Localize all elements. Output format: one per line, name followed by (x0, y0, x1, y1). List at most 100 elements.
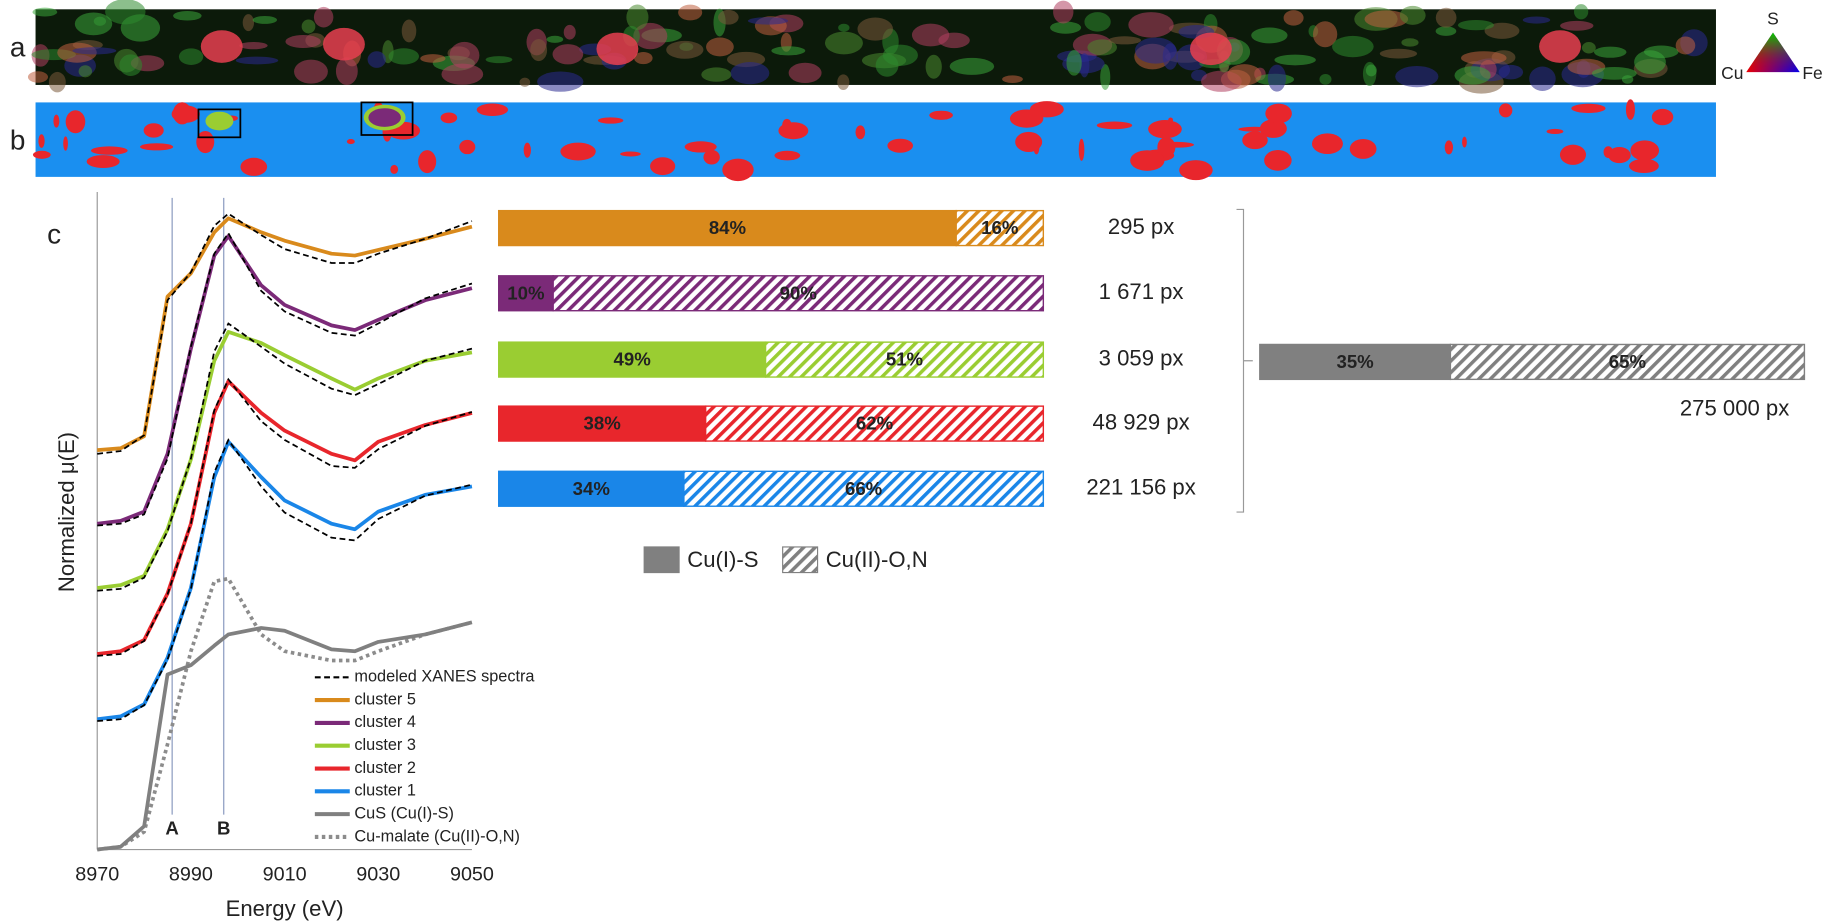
x-tick-label: 8970 (75, 863, 119, 885)
map-blob (178, 48, 204, 65)
map-blob (1675, 36, 1696, 55)
map-blob (1630, 140, 1660, 161)
map-blob (390, 164, 399, 174)
ternary-label: S (1767, 8, 1779, 28)
map-blob (1435, 26, 1457, 36)
spectrum-line (97, 620, 473, 852)
x-tick-label: 9030 (356, 863, 400, 885)
pixel-count: 3 059 px (1099, 345, 1184, 370)
map-blob (788, 62, 822, 84)
map-blob (633, 22, 668, 50)
map-blob (242, 14, 255, 32)
map-blob (1529, 66, 1556, 91)
x-tick-label: 8990 (169, 863, 213, 885)
map-blob (546, 35, 564, 43)
map-blob (1399, 5, 1426, 25)
data-label: 49% (614, 349, 652, 370)
panel-label: b (10, 124, 26, 155)
map-blob (239, 41, 268, 50)
map-blob (552, 44, 584, 65)
map-blob (240, 157, 268, 176)
map-blob (560, 142, 596, 161)
map-blob (537, 71, 584, 92)
map-blob (119, 54, 143, 76)
map-blob (368, 108, 401, 127)
map-blob (1219, 63, 1229, 73)
pixel-count: 275 000 px (1680, 395, 1789, 420)
map-blob (1100, 64, 1111, 91)
map-blob (1267, 64, 1287, 92)
data-label: 38% (584, 413, 622, 434)
pixel-count: 295 px (1108, 214, 1174, 239)
map-blob (666, 40, 704, 59)
map-blob (1002, 75, 1023, 83)
map-blob (1259, 119, 1287, 138)
pixel-count: 221 156 px (1086, 475, 1195, 500)
data-label: 65% (1609, 351, 1647, 372)
map-blob (771, 46, 806, 56)
legend-label: cluster 3 (354, 736, 416, 754)
map-blob (252, 15, 277, 24)
reference-label: A (165, 818, 178, 839)
map-blob (650, 157, 676, 176)
legend-label: cluster 2 (354, 759, 416, 777)
map-blob (235, 56, 279, 65)
map-blob (1108, 36, 1142, 45)
panel-label: c (47, 219, 61, 250)
map-blob (367, 51, 386, 68)
map-blob (1574, 4, 1589, 20)
model-line (97, 322, 473, 592)
map-blob (1625, 99, 1635, 120)
map-blob (418, 150, 437, 174)
map-blob (626, 4, 649, 30)
map-blob (74, 12, 113, 36)
map-blob (1134, 37, 1177, 64)
map-blob (1050, 21, 1082, 34)
map-blob (1084, 12, 1111, 32)
bar-segment (955, 209, 1045, 247)
map-blob (1651, 108, 1674, 126)
map-blob (949, 57, 995, 75)
map-blob (48, 71, 66, 93)
bar-segment (704, 405, 1045, 442)
map-blob (1498, 64, 1524, 80)
map-blob (1312, 21, 1338, 48)
model-line (97, 377, 473, 657)
data-label: 34% (573, 478, 611, 499)
map-blob (1189, 32, 1232, 66)
map-blob (1128, 12, 1174, 38)
map-blob (1283, 10, 1304, 26)
map-blob (530, 39, 548, 62)
map-blob (1009, 109, 1044, 128)
map-blob (476, 103, 509, 117)
map-blob (706, 37, 734, 57)
map-features (27, 0, 1708, 94)
roi-box (197, 108, 242, 139)
legend-swatch (782, 546, 819, 574)
bar-segment (498, 470, 685, 507)
map-blob (1015, 131, 1043, 152)
map-blob (1629, 158, 1659, 174)
model-line (97, 231, 473, 527)
map-blob (63, 136, 68, 151)
map-blob (420, 54, 446, 63)
map-blob (322, 27, 365, 61)
spectrum-line (97, 216, 473, 452)
pixel-count: 48 929 px (1093, 409, 1190, 434)
map-blob (90, 146, 128, 155)
x-axis-label: Energy (eV) (226, 896, 344, 921)
map-blob (596, 32, 639, 66)
data-label: 51% (886, 349, 924, 370)
map-blob (1435, 7, 1457, 28)
map-blob (1227, 64, 1262, 86)
map-blob (634, 52, 653, 65)
map-blob (140, 143, 174, 151)
map-blob (1462, 136, 1467, 148)
map-blob (1242, 131, 1268, 150)
map-blob (1559, 144, 1587, 165)
map-blob (1332, 35, 1374, 58)
map-blob (1591, 66, 1637, 80)
legend-label: modeled XANES spectra (354, 668, 535, 686)
map-blob (523, 142, 531, 158)
map-blob (440, 112, 458, 124)
